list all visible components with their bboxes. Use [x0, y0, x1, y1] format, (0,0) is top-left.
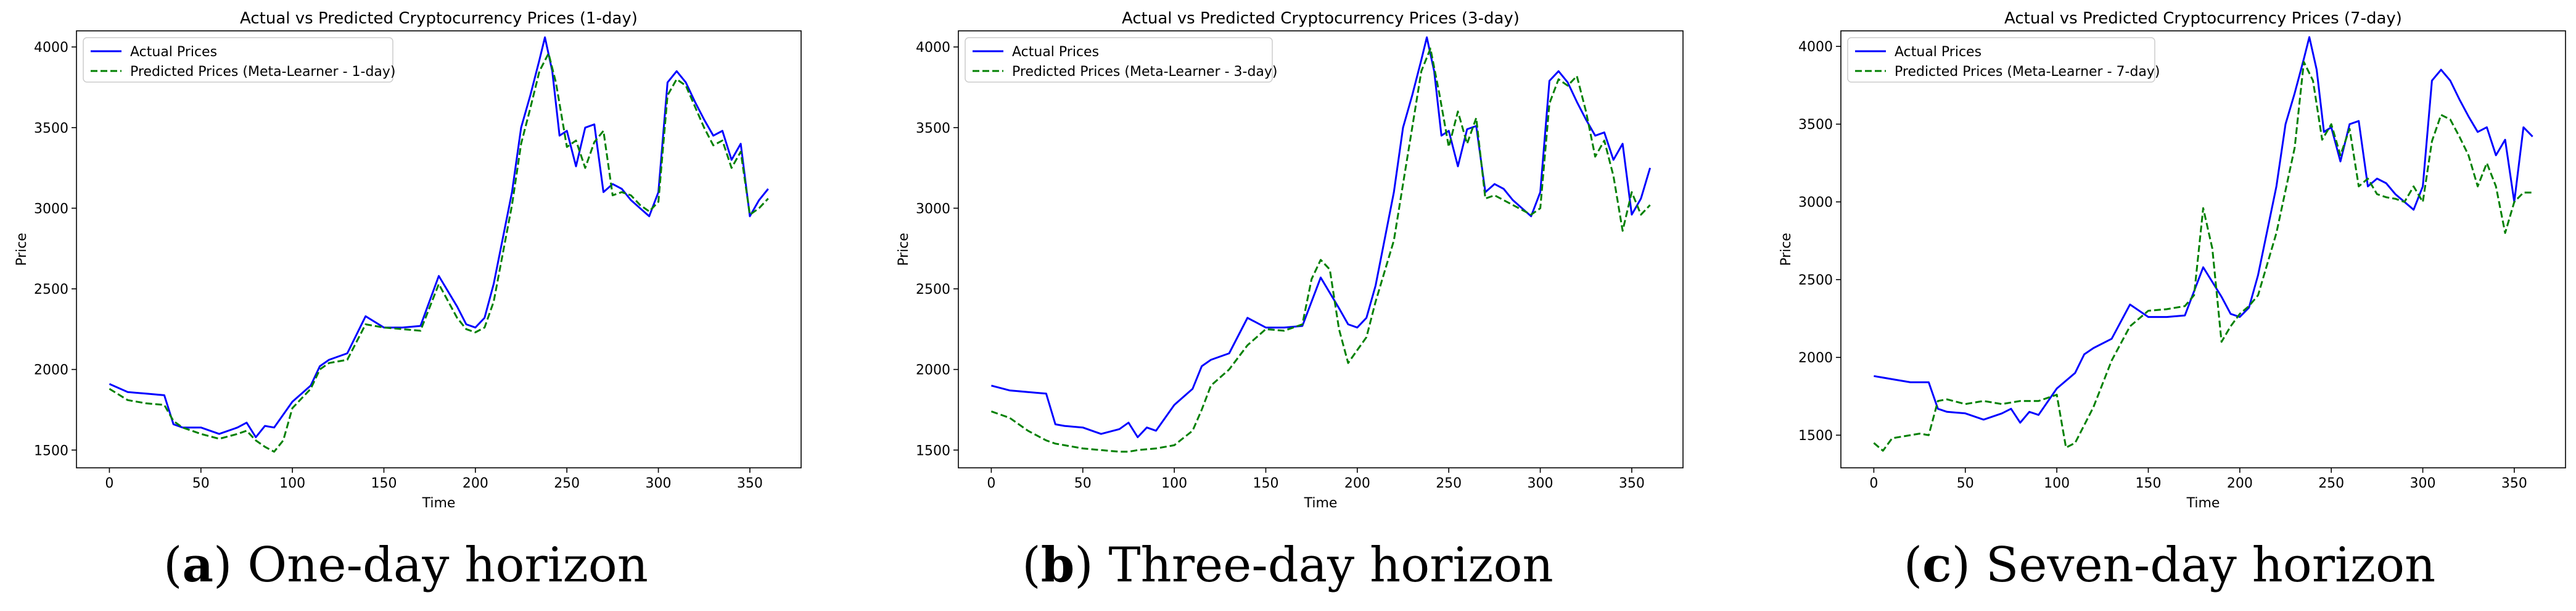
- x-tick-label: 150: [2135, 476, 2161, 491]
- chart-title: Actual vs Predicted Cryptocurrency Price…: [240, 9, 638, 28]
- legend-label: Predicted Prices (Meta-Learner - 7-day): [1895, 64, 2160, 80]
- x-tick-label: 0: [105, 476, 113, 491]
- x-tick-label: 0: [987, 476, 995, 491]
- x-tick-label: 350: [737, 476, 763, 491]
- legend-box: [83, 37, 393, 83]
- y-tick-label: 1500: [34, 443, 68, 459]
- y-tick-label: 4000: [916, 40, 950, 56]
- x-tick-label: 100: [1161, 476, 1187, 491]
- x-tick-label: 250: [1436, 476, 1462, 491]
- x-tick-label: 300: [646, 476, 672, 491]
- actual-prices-line: [1874, 36, 2533, 424]
- chart-1: Actual vs Predicted Cryptocurrency Price…: [14, 9, 802, 593]
- chart-title: Actual vs Predicted Cryptocurrency Price…: [1122, 9, 1520, 28]
- caption-letter: c: [1922, 537, 1952, 593]
- legend-box: [1847, 37, 2155, 83]
- x-tick-label: 50: [1074, 476, 1092, 491]
- y-axis-label: Price: [1779, 233, 1794, 266]
- y-tick-label: 3000: [1798, 195, 1833, 210]
- caption-open-paren: (: [1022, 538, 1040, 593]
- panel-caption: (c) Seven-day horizon: [1904, 537, 2436, 593]
- predicted-prices-line: [1873, 60, 2533, 452]
- y-tick-label: 4000: [1798, 39, 1833, 55]
- x-tick-label: 250: [554, 476, 580, 491]
- predicted-prices-line: [109, 52, 769, 453]
- x-tick-label: 200: [1344, 476, 1370, 491]
- caption-letter: a: [182, 537, 213, 593]
- plot-frame: [958, 30, 1684, 468]
- y-tick-label: 3000: [916, 201, 950, 217]
- x-axis-label: Time: [2186, 496, 2220, 511]
- x-tick-label: 350: [1619, 476, 1645, 491]
- chart-3: Actual vs Predicted Cryptocurrency Price…: [1779, 9, 2566, 593]
- y-tick-label: 2500: [916, 282, 950, 297]
- y-tick-label: 2500: [1798, 273, 1833, 288]
- x-tick-label: 200: [2227, 476, 2253, 491]
- y-axis-label: Price: [896, 233, 911, 266]
- caption-letter: b: [1041, 537, 1075, 593]
- x-tick-label: 300: [2410, 476, 2436, 491]
- x-tick-label: 200: [463, 476, 488, 491]
- x-tick-label: 50: [1957, 476, 1974, 491]
- actual-prices-line: [991, 36, 1652, 438]
- caption-open-paren: (: [1904, 538, 1922, 593]
- x-tick-label: 250: [2318, 476, 2344, 491]
- y-tick-label: 3000: [34, 201, 68, 217]
- x-tick-label: 300: [1528, 476, 1553, 491]
- y-tick-label: 2500: [34, 282, 68, 297]
- legend-label: Actual Prices: [1012, 44, 1099, 60]
- y-tick-label: 1500: [1798, 428, 1833, 444]
- legend-box: [965, 37, 1273, 83]
- x-axis-label: Time: [1304, 496, 1338, 511]
- legend-label: Predicted Prices (Meta-Learner - 3-day): [1012, 64, 1278, 80]
- panel-caption: (b) Three-day horizon: [1022, 537, 1553, 593]
- actual-prices-line: [109, 36, 769, 438]
- x-tick-label: 350: [2501, 476, 2527, 491]
- y-tick-label: 4000: [34, 40, 68, 56]
- x-tick-label: 100: [279, 476, 305, 491]
- x-tick-label: 100: [2044, 476, 2070, 491]
- chart-2: Actual vs Predicted Cryptocurrency Price…: [896, 9, 1684, 593]
- plot-frame: [1840, 30, 2566, 468]
- plot-frame: [76, 30, 802, 468]
- y-tick-label: 3500: [1798, 117, 1833, 133]
- x-tick-label: 150: [371, 476, 397, 491]
- x-tick-label: 150: [1253, 476, 1278, 491]
- legend: Actual Prices Predicted Prices (Meta-Lear…: [965, 37, 1278, 83]
- y-tick-label: 2000: [34, 363, 68, 378]
- y-axis-label: Price: [14, 233, 30, 266]
- x-axis-label: Time: [422, 496, 456, 511]
- legend-label: Actual Prices: [130, 44, 217, 60]
- caption-text: ) Seven-day horizon: [1952, 538, 2436, 593]
- predicted-prices-line: [990, 48, 1651, 453]
- x-tick-label: 50: [192, 476, 210, 491]
- chart-title: Actual vs Predicted Cryptocurrency Price…: [2004, 9, 2402, 28]
- panel-caption: (a) One-day horizon: [163, 537, 648, 593]
- legend-label: Actual Prices: [1895, 44, 1981, 60]
- y-tick-label: 3500: [916, 121, 950, 136]
- legend-label: Predicted Prices (Meta-Learner - 1-day): [130, 64, 396, 80]
- y-tick-label: 2000: [916, 363, 950, 378]
- caption-text: ) Three-day horizon: [1074, 538, 1553, 593]
- y-tick-label: 1500: [916, 443, 950, 459]
- caption-open-paren: (: [163, 538, 182, 593]
- x-tick-label: 0: [1869, 476, 1878, 491]
- caption-text: ) One-day horizon: [213, 538, 648, 593]
- legend: Actual Prices Predicted Prices (Meta-Lear…: [1847, 37, 2160, 83]
- y-tick-label: 2000: [1798, 351, 1833, 366]
- y-tick-label: 3500: [34, 121, 68, 136]
- legend: Actual Prices Predicted Prices (Meta-Lear…: [83, 37, 396, 83]
